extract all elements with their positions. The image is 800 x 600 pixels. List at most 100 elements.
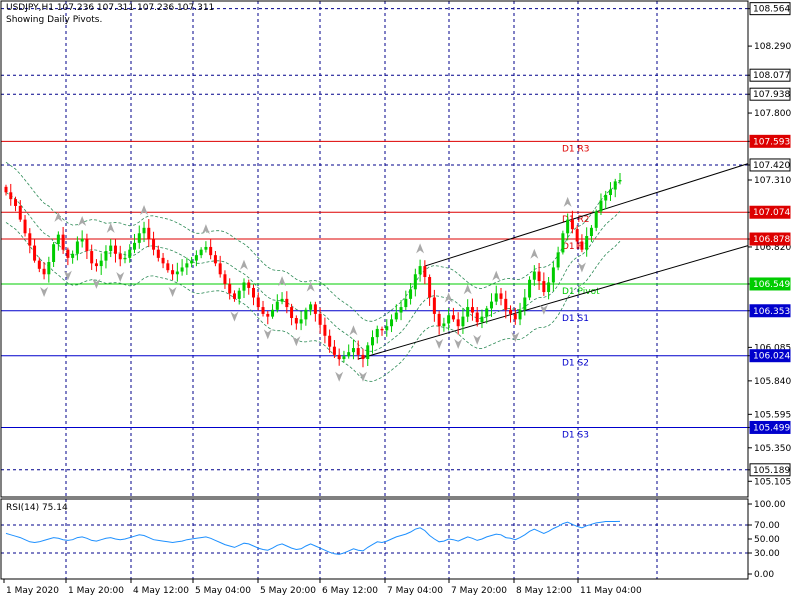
candle-body: [37, 260, 41, 269]
candle-body: [247, 282, 251, 288]
candle-body: [585, 236, 589, 250]
envelope-lower: [5, 222, 621, 382]
price-tick-label: 105.350: [754, 444, 791, 454]
pivot-label: D1 R2: [562, 215, 590, 225]
fractal-up-marker: [239, 259, 248, 270]
price-badge: [749, 2, 791, 16]
candle-body: [451, 315, 455, 320]
pivot-label: D1 R1: [562, 242, 590, 252]
candle-body: [90, 251, 94, 264]
price-badge-label: 108.564: [753, 5, 790, 15]
price-axis: 108.290 107.800 107.310 106.820 106.085 105.8…: [748, 2, 791, 487]
candle-body: [366, 345, 370, 359]
fractal-up-marker: [140, 205, 149, 216]
price-badge-label: 107.420: [753, 161, 790, 171]
candle-body: [294, 318, 298, 324]
price-tick-label: 105.840: [754, 377, 791, 387]
time-axis: 1 May 2020 1 May 20:00 4 May 12:00 5 May 04…: [3, 579, 642, 596]
candle-body: [442, 323, 446, 327]
fractal-up-marker: [416, 243, 425, 254]
candle-body: [204, 246, 208, 250]
candle-body: [223, 274, 227, 284]
candle-body: [109, 245, 113, 252]
pivot-label: D1 S2: [562, 359, 589, 369]
fractal-up-marker: [201, 224, 210, 235]
price-badge-label: 107.074: [753, 208, 790, 218]
candle-body: [104, 251, 108, 261]
fractal-down-marker: [454, 338, 463, 349]
candle-body: [475, 312, 479, 323]
price-tick-label: 108.290: [754, 42, 791, 52]
candle-body: [271, 309, 275, 317]
price-badge: [749, 205, 791, 219]
price-tick-label: 107.800: [754, 109, 791, 119]
grid-layer: [1, 1, 748, 579]
fractal-down-marker: [539, 304, 548, 315]
fractal-up-marker: [78, 215, 87, 226]
price-badge-label: 107.938: [753, 90, 790, 100]
candle-body: [318, 313, 322, 325]
candle-body: [199, 249, 203, 256]
candle-body: [71, 253, 75, 258]
candle-body: [23, 219, 27, 234]
rsi-tick-label: 50.00: [754, 535, 780, 545]
candle-body: [470, 307, 474, 313]
rsi-panel-border: [0, 498, 749, 580]
candle-body: [133, 242, 137, 250]
fractal-down-marker: [473, 334, 482, 345]
price-tick-label: 107.310: [754, 176, 791, 186]
candle-body: [147, 227, 151, 239]
candle-body: [618, 179, 622, 182]
fractal-up-marker: [278, 276, 287, 287]
price-badge: [749, 87, 791, 101]
price-badge: [749, 68, 791, 82]
rsi-tick-label: 70.00: [754, 521, 780, 531]
candle-body: [14, 199, 18, 206]
time-label: 11 May 04:00: [580, 586, 642, 596]
candle-body: [218, 263, 222, 275]
candle-body: [390, 319, 394, 327]
fractal-down-marker: [92, 278, 101, 289]
price-tick-label: 106.085: [754, 343, 791, 353]
candle-body: [4, 186, 8, 193]
rsi-panel: 100.00 70.00 50.00 30.00 0.00: [1, 500, 786, 580]
price-badge: [749, 304, 791, 318]
candle-body: [323, 324, 327, 336]
candle-body: [556, 252, 560, 268]
price-badge-label: 105.189: [753, 466, 790, 476]
candle-body: [461, 316, 465, 327]
candle-body: [142, 227, 146, 234]
candle-body: [480, 316, 484, 323]
candle-body: [499, 293, 503, 299]
candle-body: [418, 266, 422, 275]
candle-body: [447, 315, 451, 324]
fractal-down-marker: [40, 287, 49, 298]
candle-body: [518, 309, 522, 320]
pivot-levels: D1 R3 D1 R2 D1 R1 D1 Pivot D1 S1 D1 S2 D1 S3: [1, 140, 748, 440]
time-label: 6 May 12:00: [322, 586, 378, 596]
price-tick-label: 105.105: [754, 477, 791, 487]
candle-body: [75, 241, 79, 254]
candle-body: [9, 192, 13, 200]
candle-body: [42, 268, 46, 275]
fractal-down-marker: [577, 262, 586, 273]
rsi-tick-label: 30.00: [754, 549, 780, 559]
time-label: 5 May 20:00: [260, 586, 316, 596]
time-label: 1 May 20:00: [68, 586, 124, 596]
candle-body: [175, 271, 179, 275]
candle-body: [509, 309, 513, 314]
candle-body: [252, 287, 256, 298]
candle-body: [137, 233, 141, 243]
candle-body: [171, 270, 175, 275]
pivot-label: D1 R3: [562, 144, 590, 154]
candle-body: [242, 282, 246, 291]
candle-body: [61, 234, 65, 250]
candle-body: [494, 293, 498, 302]
fractal-down-marker: [63, 270, 72, 281]
time-label: 7 May 20:00: [451, 586, 507, 596]
candle-body: [485, 308, 489, 317]
main-panel-border: [0, 0, 749, 498]
candle-body: [94, 263, 98, 267]
candle-body: [566, 219, 570, 234]
